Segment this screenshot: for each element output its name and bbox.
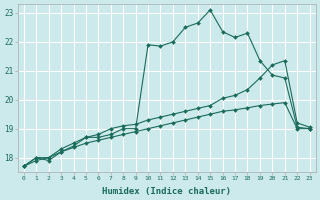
X-axis label: Humidex (Indice chaleur): Humidex (Indice chaleur) bbox=[102, 187, 231, 196]
